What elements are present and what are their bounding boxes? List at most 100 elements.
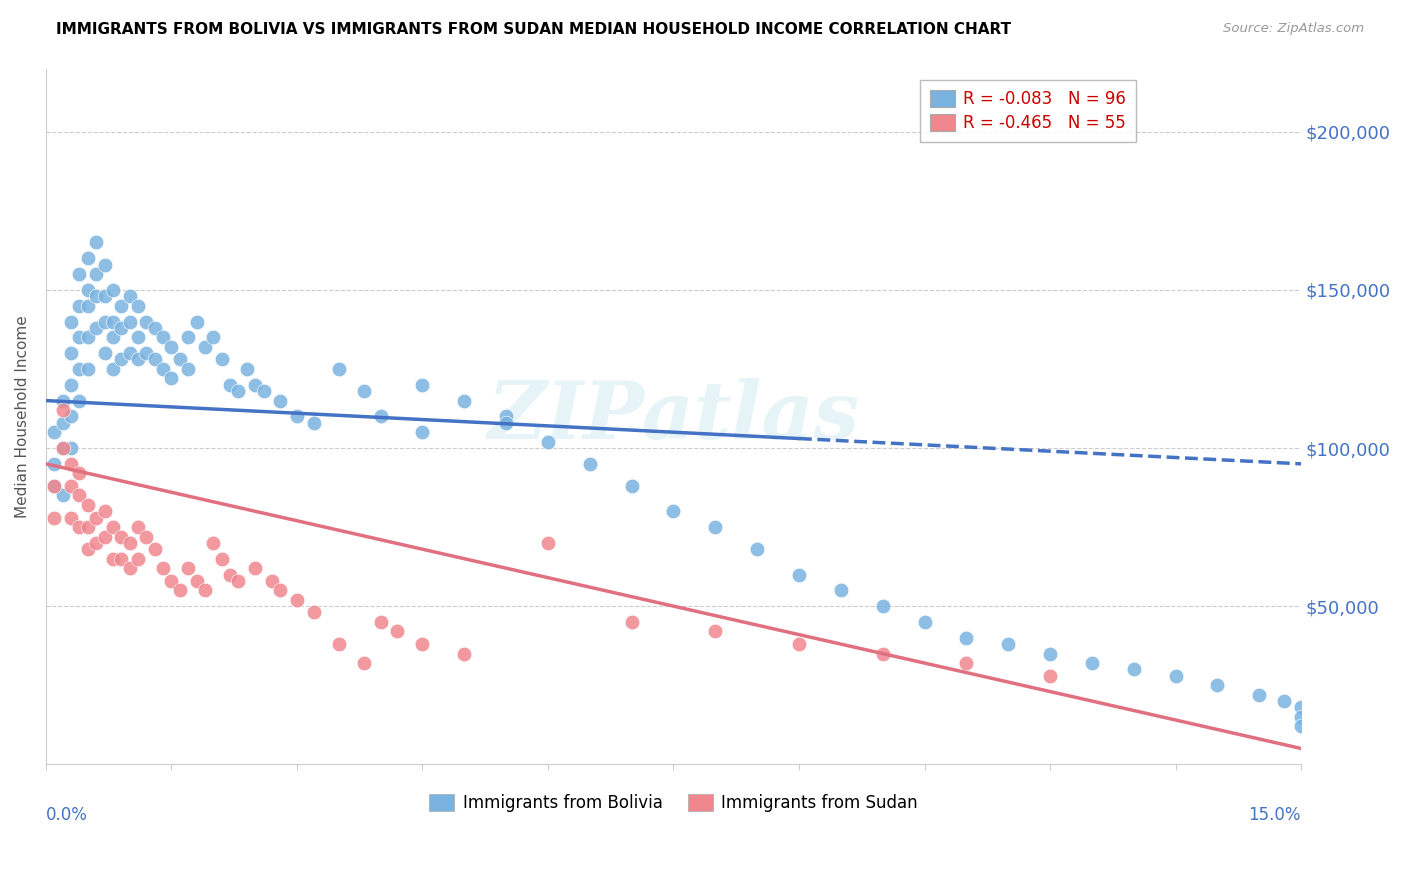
Point bbox=[872, 647, 894, 661]
Point bbox=[453, 393, 475, 408]
Point bbox=[101, 520, 124, 534]
Point bbox=[243, 377, 266, 392]
Point bbox=[93, 530, 115, 544]
Point bbox=[620, 615, 643, 629]
Point bbox=[1039, 647, 1062, 661]
Point bbox=[143, 321, 166, 335]
Point bbox=[143, 352, 166, 367]
Y-axis label: Median Household Income: Median Household Income bbox=[15, 315, 30, 517]
Point bbox=[152, 561, 174, 575]
Point bbox=[143, 542, 166, 557]
Point bbox=[1164, 669, 1187, 683]
Point bbox=[152, 362, 174, 376]
Point bbox=[44, 457, 66, 471]
Point bbox=[194, 340, 217, 354]
Point bbox=[328, 362, 350, 376]
Point bbox=[101, 314, 124, 328]
Point bbox=[1039, 669, 1062, 683]
Point bbox=[260, 574, 283, 588]
Point bbox=[93, 258, 115, 272]
Point bbox=[353, 384, 375, 398]
Point bbox=[1272, 694, 1295, 708]
Point bbox=[453, 647, 475, 661]
Point bbox=[160, 574, 183, 588]
Point bbox=[353, 656, 375, 670]
Text: Source: ZipAtlas.com: Source: ZipAtlas.com bbox=[1223, 22, 1364, 36]
Point bbox=[1206, 678, 1229, 692]
Point bbox=[44, 425, 66, 440]
Point bbox=[219, 377, 242, 392]
Point bbox=[135, 346, 157, 360]
Point bbox=[69, 299, 91, 313]
Point bbox=[370, 615, 392, 629]
Point bbox=[69, 520, 91, 534]
Point bbox=[228, 574, 250, 588]
Point bbox=[52, 416, 75, 430]
Point bbox=[60, 441, 83, 455]
Point bbox=[1122, 662, 1144, 676]
Point bbox=[955, 631, 977, 645]
Point bbox=[60, 377, 83, 392]
Point bbox=[60, 346, 83, 360]
Point bbox=[44, 510, 66, 524]
Point bbox=[285, 592, 308, 607]
Point bbox=[186, 314, 208, 328]
Text: IMMIGRANTS FROM BOLIVIA VS IMMIGRANTS FROM SUDAN MEDIAN HOUSEHOLD INCOME CORRELA: IMMIGRANTS FROM BOLIVIA VS IMMIGRANTS FR… bbox=[56, 22, 1011, 37]
Point bbox=[127, 352, 149, 367]
Point bbox=[69, 488, 91, 502]
Point bbox=[44, 479, 66, 493]
Point bbox=[328, 637, 350, 651]
Point bbox=[202, 536, 225, 550]
Point bbox=[127, 520, 149, 534]
Point bbox=[537, 434, 560, 449]
Point bbox=[135, 314, 157, 328]
Point bbox=[84, 321, 107, 335]
Point bbox=[84, 510, 107, 524]
Point bbox=[747, 542, 769, 557]
Point bbox=[84, 235, 107, 250]
Point bbox=[620, 479, 643, 493]
Point bbox=[52, 393, 75, 408]
Point bbox=[177, 561, 200, 575]
Point bbox=[93, 314, 115, 328]
Point bbox=[127, 551, 149, 566]
Point bbox=[135, 530, 157, 544]
Point bbox=[579, 457, 602, 471]
Point bbox=[76, 330, 98, 344]
Point bbox=[52, 441, 75, 455]
Point bbox=[52, 488, 75, 502]
Point bbox=[1289, 700, 1312, 714]
Point bbox=[101, 362, 124, 376]
Point bbox=[269, 393, 291, 408]
Point bbox=[93, 504, 115, 518]
Point bbox=[118, 536, 141, 550]
Point bbox=[110, 299, 132, 313]
Point bbox=[387, 624, 409, 639]
Point bbox=[302, 416, 325, 430]
Point bbox=[76, 362, 98, 376]
Point bbox=[177, 330, 200, 344]
Point bbox=[1289, 710, 1312, 724]
Point bbox=[1249, 688, 1271, 702]
Point bbox=[285, 409, 308, 424]
Point bbox=[787, 567, 810, 582]
Point bbox=[101, 551, 124, 566]
Point bbox=[787, 637, 810, 651]
Point bbox=[411, 377, 433, 392]
Point bbox=[84, 267, 107, 281]
Point bbox=[211, 551, 233, 566]
Point bbox=[219, 567, 242, 582]
Point bbox=[704, 520, 727, 534]
Point bbox=[269, 583, 291, 598]
Point bbox=[160, 371, 183, 385]
Point bbox=[69, 393, 91, 408]
Text: ZIPatlas: ZIPatlas bbox=[488, 377, 859, 455]
Point bbox=[169, 583, 191, 598]
Point bbox=[302, 606, 325, 620]
Point bbox=[93, 289, 115, 303]
Point bbox=[69, 267, 91, 281]
Point bbox=[69, 362, 91, 376]
Point bbox=[127, 330, 149, 344]
Point bbox=[411, 425, 433, 440]
Point bbox=[60, 409, 83, 424]
